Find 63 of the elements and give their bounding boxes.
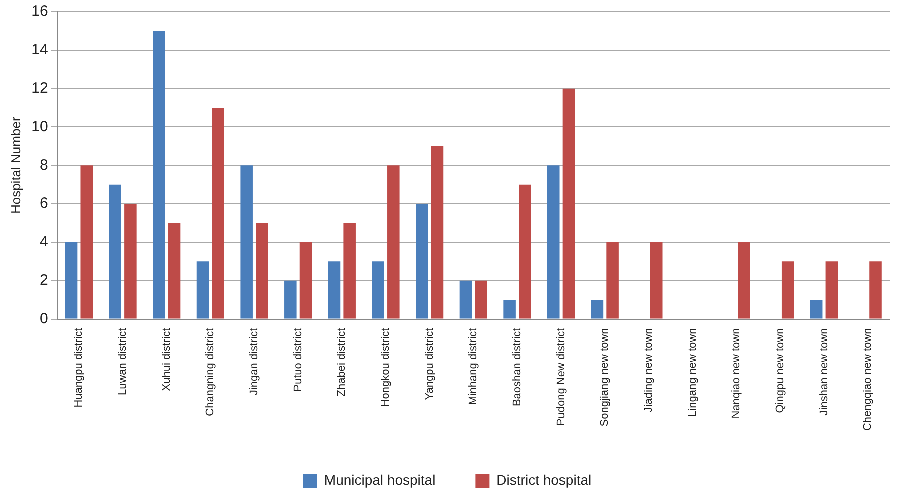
x-tick-label: Huangpu district bbox=[73, 328, 86, 408]
x-tick-label: Nanqiao new town bbox=[730, 328, 743, 419]
bar bbox=[460, 280, 472, 319]
y-tick-label: 6 bbox=[40, 195, 48, 212]
bar bbox=[870, 262, 882, 319]
x-tick-label: Chengqiao new town bbox=[862, 328, 874, 432]
y-tick-label: 2 bbox=[40, 272, 48, 289]
bar bbox=[416, 204, 428, 319]
x-tick-label: Jingan district bbox=[248, 328, 261, 396]
y-tick-label: 14 bbox=[32, 42, 48, 59]
bar bbox=[344, 223, 356, 319]
x-tick-label: Qingpu new town bbox=[774, 328, 786, 414]
bar bbox=[606, 242, 619, 319]
bar bbox=[738, 242, 750, 319]
x-tick-label: Changning district bbox=[204, 328, 217, 416]
bar bbox=[826, 262, 838, 319]
x-tick-label: Yangpu district bbox=[424, 328, 436, 400]
bar bbox=[256, 223, 268, 319]
bar bbox=[504, 300, 516, 319]
bar bbox=[372, 262, 384, 319]
bar bbox=[124, 204, 137, 319]
bar bbox=[519, 184, 532, 319]
legend-label: District hospital bbox=[496, 472, 592, 488]
x-tick-label: Pudong New district bbox=[555, 328, 568, 426]
bar bbox=[196, 262, 210, 319]
bar bbox=[475, 280, 488, 319]
y-tick-label: 4 bbox=[40, 234, 48, 251]
bar bbox=[65, 242, 78, 319]
y-tick-label: 0 bbox=[40, 310, 48, 328]
bar bbox=[650, 242, 663, 319]
y-axis-title: Hospital Number bbox=[8, 116, 24, 214]
x-tick-label: Putuo district bbox=[292, 328, 304, 392]
legend-label: Municipal hospital bbox=[324, 472, 436, 488]
bar bbox=[328, 262, 341, 319]
bar bbox=[153, 31, 166, 319]
x-tick-label: Hongkou district bbox=[380, 328, 392, 408]
bar bbox=[388, 166, 400, 319]
x-tick-label: Songjiang new town bbox=[599, 328, 612, 427]
bar bbox=[284, 280, 297, 319]
x-tick-label: Xuhui district bbox=[160, 328, 173, 392]
x-tick-label: Zhabei district bbox=[336, 328, 348, 397]
bar bbox=[547, 166, 560, 319]
bar bbox=[240, 166, 253, 319]
y-tick-label: 16 bbox=[32, 3, 48, 20]
x-tick-label: Jinshan new town bbox=[818, 328, 830, 416]
bar bbox=[80, 166, 94, 319]
bar bbox=[562, 88, 576, 319]
x-tick-label: Lingang new town bbox=[686, 328, 699, 417]
bar bbox=[212, 108, 224, 319]
y-tick-label: 8 bbox=[40, 156, 48, 174]
bar bbox=[591, 300, 604, 319]
y-tick-label: 12 bbox=[32, 80, 48, 97]
bar bbox=[431, 146, 444, 319]
bar bbox=[300, 242, 312, 319]
x-tick-label: Baoshan district bbox=[512, 328, 524, 407]
bar bbox=[168, 223, 181, 319]
bar bbox=[109, 184, 122, 319]
x-tick-label: Luwan district bbox=[117, 328, 130, 396]
bar bbox=[810, 300, 823, 319]
x-tick-label: Minhang district bbox=[468, 328, 480, 406]
bar bbox=[782, 262, 794, 319]
y-tick-label: 10 bbox=[32, 118, 48, 136]
x-tick-label: Jiading new town bbox=[642, 328, 655, 413]
